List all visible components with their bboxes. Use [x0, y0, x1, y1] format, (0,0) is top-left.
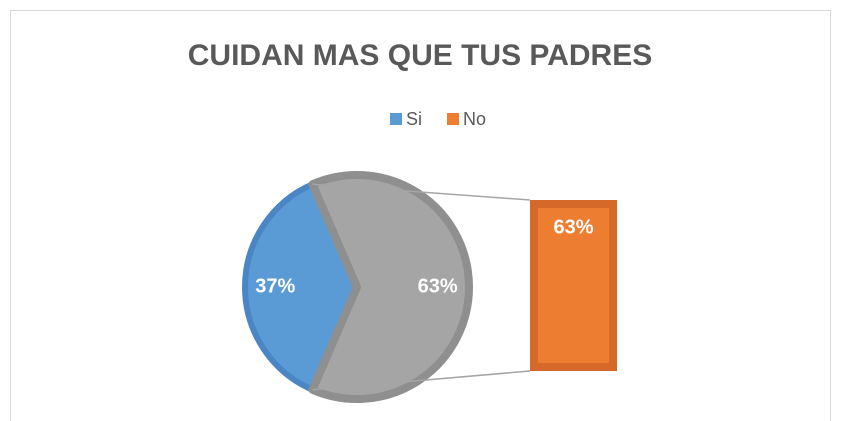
- data-label: 37%: [255, 275, 295, 297]
- data-label: 63%: [553, 216, 593, 238]
- legend-label: No: [463, 109, 486, 129]
- pie-slice: [242, 181, 360, 393]
- legend-label: Si: [406, 109, 422, 129]
- connector: [312, 183, 531, 201]
- legend-swatch: [390, 113, 402, 125]
- chart-title: CUIDAN MAS QUE TUS PADRES: [188, 39, 652, 72]
- data-label: 63%: [418, 275, 458, 297]
- bar: [530, 200, 617, 371]
- pie-slice: [308, 171, 473, 403]
- legend-swatch: [447, 113, 459, 125]
- connector: [312, 370, 531, 391]
